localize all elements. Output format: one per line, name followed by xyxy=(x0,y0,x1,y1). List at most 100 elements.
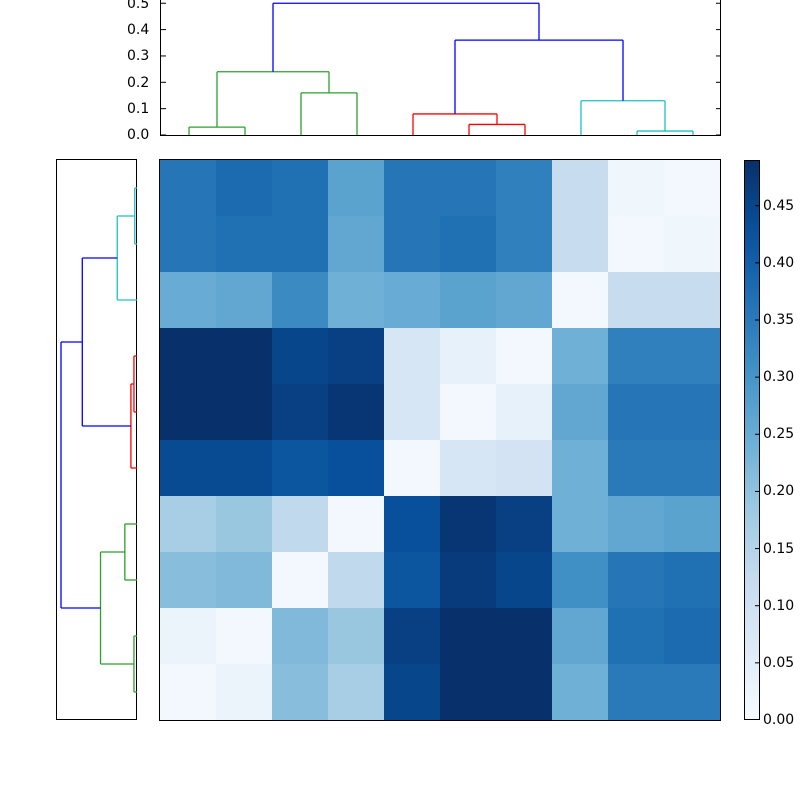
heatmap-cell xyxy=(328,160,384,216)
colorbar xyxy=(744,160,760,720)
heatmap-cell xyxy=(272,664,328,720)
colorbar-tick-label: 0.30 xyxy=(763,369,795,386)
colorbar-tick-label: 0.20 xyxy=(763,483,795,500)
heatmap-cell xyxy=(608,552,664,608)
heatmap-cell xyxy=(496,496,552,552)
heatmap-cell xyxy=(608,608,664,664)
heatmap-cell xyxy=(384,160,440,216)
heatmap-cell xyxy=(664,160,720,216)
heatmap-cell xyxy=(216,216,272,272)
heatmap-cell xyxy=(216,440,272,496)
heatmap-cell xyxy=(608,328,664,384)
left-dendrogram-axes xyxy=(56,159,137,720)
heatmap-cell xyxy=(160,160,216,216)
heatmap-cell xyxy=(328,552,384,608)
heatmap-cell xyxy=(608,216,664,272)
heatmap-cell xyxy=(272,328,328,384)
heatmap-cell xyxy=(552,160,608,216)
heatmap-cell xyxy=(384,664,440,720)
heatmap-cell xyxy=(328,272,384,328)
colorbar-tick-label: 0.05 xyxy=(763,654,795,671)
heatmap-cell xyxy=(384,496,440,552)
heatmap-matrix xyxy=(159,159,721,721)
heatmap-cell xyxy=(160,664,216,720)
heatmap-cell xyxy=(440,384,496,440)
heatmap-cell xyxy=(440,328,496,384)
ytick-label: 0.3 xyxy=(127,48,150,64)
heatmap-cell xyxy=(272,440,328,496)
heatmap-cell xyxy=(552,496,608,552)
heatmap-cell xyxy=(216,496,272,552)
heatmap-cell xyxy=(664,608,720,664)
heatmap-cell xyxy=(216,552,272,608)
heatmap-cell xyxy=(664,384,720,440)
heatmap-cell xyxy=(496,272,552,328)
heatmap-cell xyxy=(552,328,608,384)
heatmap-cell xyxy=(328,440,384,496)
heatmap-cell xyxy=(552,664,608,720)
left-dendrogram-lines xyxy=(60,187,137,693)
heatmap-cell xyxy=(272,496,328,552)
heatmap-cell xyxy=(552,552,608,608)
heatmap-cell xyxy=(608,496,664,552)
heatmap-cell xyxy=(216,328,272,384)
heatmap-cell xyxy=(160,328,216,384)
ytick-label: 0.5 xyxy=(127,0,150,12)
top-dendrogram-axes xyxy=(160,0,721,136)
heatmap-cell xyxy=(328,664,384,720)
heatmap-cell xyxy=(440,608,496,664)
heatmap-cell xyxy=(440,216,496,272)
heatmap-cell xyxy=(384,552,440,608)
heatmap-cell xyxy=(384,384,440,440)
heatmap-cell xyxy=(384,272,440,328)
colorbar-tick-label: 0.40 xyxy=(763,254,795,271)
heatmap-cell xyxy=(496,608,552,664)
heatmap-cell xyxy=(440,552,496,608)
heatmap-cell xyxy=(496,440,552,496)
heatmap-cell xyxy=(216,664,272,720)
heatmap-cell xyxy=(328,608,384,664)
heatmap-cell xyxy=(216,272,272,328)
heatmap-cell xyxy=(272,608,328,664)
heatmap-cell xyxy=(496,160,552,216)
heatmap-cell xyxy=(552,384,608,440)
colorbar-tick-label: 0.00 xyxy=(763,712,795,728)
heatmap-cell xyxy=(384,328,440,384)
heatmap-cell xyxy=(440,664,496,720)
heatmap-cell xyxy=(664,216,720,272)
heatmap-cell xyxy=(664,272,720,328)
heatmap-cell xyxy=(216,160,272,216)
heatmap-cell xyxy=(608,160,664,216)
heatmap-cell xyxy=(496,216,552,272)
ytick-label: 0.2 xyxy=(127,75,150,91)
heatmap-cell xyxy=(272,552,328,608)
heatmap-cell xyxy=(664,328,720,384)
heatmap-cell xyxy=(496,384,552,440)
heatmap-cell xyxy=(160,608,216,664)
heatmap-cell xyxy=(552,272,608,328)
heatmap-cell xyxy=(384,440,440,496)
heatmap-cell xyxy=(664,552,720,608)
heatmap-cell xyxy=(440,272,496,328)
heatmap-cell xyxy=(664,664,720,720)
heatmap-cell xyxy=(440,440,496,496)
heatmap-cell xyxy=(328,216,384,272)
heatmap-cell xyxy=(216,608,272,664)
heatmap-cell xyxy=(608,664,664,720)
heatmap-cell xyxy=(608,384,664,440)
heatmap-cell xyxy=(608,440,664,496)
heatmap-cell xyxy=(160,216,216,272)
heatmap-cell xyxy=(328,496,384,552)
heatmap-cell xyxy=(216,384,272,440)
colorbar-tick-label: 0.25 xyxy=(763,426,795,443)
heatmap-cell xyxy=(272,160,328,216)
heatmap-cell xyxy=(496,328,552,384)
ytick-label: 0.0 xyxy=(127,127,150,143)
heatmap-cell xyxy=(496,552,552,608)
heatmap-cell xyxy=(664,496,720,552)
colorbar-tick-label: 0.35 xyxy=(763,312,795,328)
heatmap-cell xyxy=(384,216,440,272)
ytick-label: 0.4 xyxy=(127,22,150,38)
ytick-label: 0.1 xyxy=(127,101,150,117)
heatmap-cell xyxy=(272,272,328,328)
